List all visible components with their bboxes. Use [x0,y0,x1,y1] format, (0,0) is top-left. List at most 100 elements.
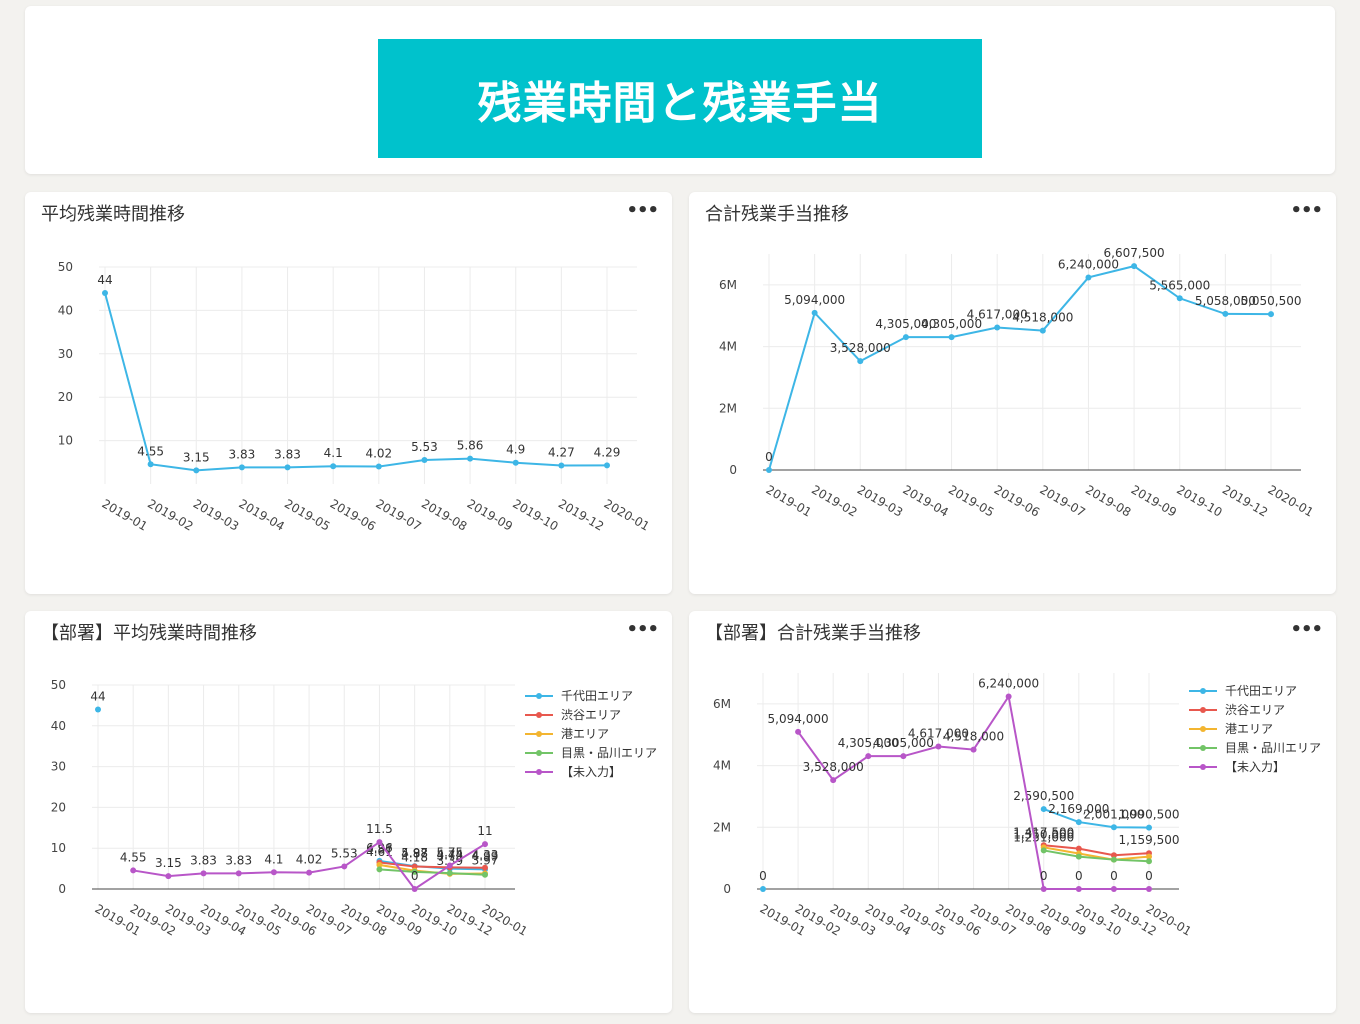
data-label: 4,305,000 [921,317,982,331]
data-point [512,459,519,466]
data-label: 5,050,500 [1240,294,1301,308]
legend-item: 渋谷エリア [1189,703,1285,717]
y-tick-label: 50 [58,260,73,274]
data-label: 2,590,500 [1013,789,1074,803]
data-point [147,461,154,468]
more-horizontal-icon[interactable]: ••• [626,200,659,221]
chart-dept-total-overtime-allowance: 02M4M6M2019-012019-022019-032019-042019-… [713,673,1321,939]
data-label: 3.15 [183,450,210,464]
legend-label: 港エリア [561,727,609,741]
data-point [238,464,245,471]
more-horizontal-icon[interactable]: ••• [1290,619,1323,640]
data-label: 4,617,000 [967,308,1028,322]
legend-marker [536,731,542,737]
data-label: 0 [1110,869,1118,883]
series-main: 05,094,0003,528,0004,305,0004,305,0004,6… [765,246,1302,473]
data-label: 3,528,000 [830,341,891,355]
x-tick-label: 2019-09 [465,496,515,533]
chart-total-overtime-allowance: 02M4M6M2019-012019-022019-032019-042019-… [719,246,1316,520]
data-label: 3.83 [229,447,256,461]
legend-label: 目黒・品川エリア [1225,741,1321,755]
data-label: 5,565,000 [1149,278,1210,292]
legend-label: 目黒・品川エリア [561,746,657,760]
data-label: 5.53 [331,846,358,860]
data-point [935,743,942,750]
data-point [102,290,108,297]
series-minato: 4.61 4.18 3.39 3.97 [366,845,498,877]
data-point [482,871,488,878]
panel-avg-overtime-hours: 平均残業時間推移 ••• 10 20 30 40 50 2019-01 2019-02 201… [25,192,672,594]
x-tick-label: 2019-12 [1220,482,1270,519]
data-label: 0 [1075,869,1083,883]
x-tick-label: 2019-04 [900,482,950,519]
legend-marker [1200,764,1206,770]
series-line [379,868,486,876]
data-point [900,753,907,760]
series-line [1043,844,1150,857]
x-tick-label: 2019-01 [764,482,814,519]
legend-item: 渋谷エリア [525,708,621,722]
panel-dept-total-overtime-allowance: 【部署】合計残業手当推移 ••• 0 2M 4M 6M 2019-01 2019-02 20… [689,611,1336,1013]
series-unassigned: 4.55 3.15 3.83 3.83 4.1 4.02 5.53 11.5 0 5.75 11 [120,822,493,892]
data-label: 3.83 [190,853,217,867]
data-label: 4,518,000 [943,730,1004,744]
data-point [95,706,101,713]
more-horizontal-icon[interactable]: ••• [1290,200,1323,221]
data-label: 5.53 [411,440,438,454]
legend-marker [536,769,542,775]
legend-label: 【未入力】 [561,765,621,779]
data-label: 3,528,000 [803,760,864,774]
data-point [467,455,474,462]
data-point [376,861,383,868]
y-tick-label: 0 [58,882,66,896]
data-point [446,870,453,877]
x-tick-label: 2019-03 [191,496,241,533]
legend-label: 千代田エリア [561,689,633,703]
data-label: 6,240,000 [1058,257,1119,271]
data-label: 5,058,000 [1195,294,1256,308]
data-point [284,464,291,471]
y-tick-label: 6M [713,697,731,711]
legend-item: 【未入力】 [1189,760,1285,774]
legend-item: 【未入力】 [525,765,621,779]
legend-marker [1200,688,1206,694]
y-tick-label: 10 [51,841,66,855]
data-label: 5.97 [401,846,428,860]
legend-item: 目黒・品川エリア [525,746,657,760]
panel-total-overtime-allowance: 合計残業手当推移 ••• 0 2M 4M 6M 2019-01 2019-02 2019-0… [689,192,1336,594]
data-point [1039,327,1046,334]
data-label: 1,417,500 [1013,825,1074,839]
x-tick-label: 2019-08 [1083,482,1133,519]
data-label: 1,251,000 [1013,830,1074,844]
data-label: 3.39 [436,854,463,868]
more-horizontal-icon[interactable]: ••• [626,619,659,640]
data-point [1110,856,1117,863]
panel-title: 合計残業手当推移 [705,204,849,225]
data-label: 5.75 [436,849,463,863]
legend-label: 渋谷エリア [1225,703,1285,717]
x-tick-label: 2019-10 [510,496,560,533]
data-label: 4.1 [264,852,283,866]
data-label: 4,305,000 [873,736,934,750]
y-tick-label: 30 [51,760,66,774]
data-label: 4.27 [548,445,575,459]
data-label: 4.1 [324,446,343,460]
data-point [1176,295,1183,302]
data-point [1268,311,1274,318]
data-label: 11.5 [366,822,393,836]
page-title: 残業時間と残業手当 [378,39,982,158]
data-label: 0 [759,869,767,883]
y-tick-label: 2M [713,820,731,834]
data-point [130,867,137,874]
data-label: 1,350,000 [1013,827,1074,841]
y-tick-label: 50 [51,678,66,692]
data-label: 4.55 [137,444,164,458]
data-point [482,841,488,848]
y-tick-label: 30 [58,347,73,361]
data-label: 4.02 [365,447,392,461]
data-label: 44 [90,689,105,703]
legend-marker [536,750,542,756]
x-tick-label: 2020-01 [1266,482,1316,519]
series-line [768,265,1272,471]
data-point [857,358,864,365]
